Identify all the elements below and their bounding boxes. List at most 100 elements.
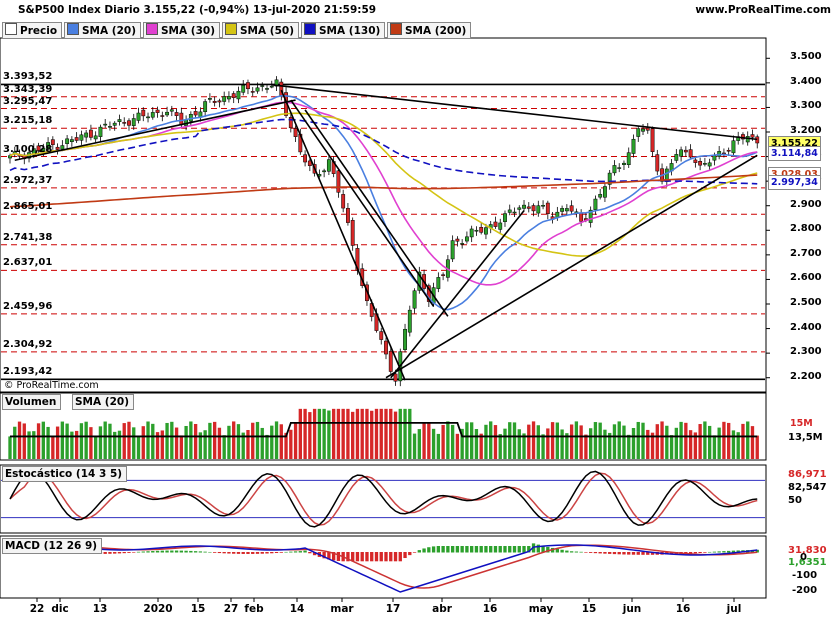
macd-histogram-bar: [146, 551, 150, 553]
volume-bar: [89, 427, 93, 459]
macd-histogram-bar: [155, 550, 160, 553]
macd-histogram-bar: [450, 546, 455, 553]
volume-bar: [160, 430, 164, 459]
volume-bar: [255, 421, 260, 459]
trend-line: [14, 99, 296, 162]
candle-body: [636, 128, 641, 137]
candle-body: [479, 227, 484, 233]
volume-bar: [8, 436, 12, 459]
volume-bar: [455, 433, 460, 459]
volume-bar: [360, 408, 364, 459]
trend-line: [304, 109, 449, 317]
candle-body: [603, 186, 607, 198]
macd-histogram-bar: [408, 552, 412, 556]
y-tick-label: 2.200: [790, 370, 822, 382]
candle-body: [231, 93, 236, 98]
volume-bar: [36, 423, 41, 459]
macd-histogram-bar: [646, 552, 650, 555]
candle-body: [112, 122, 117, 126]
x-tick-label: mar: [330, 603, 354, 615]
macd-histogram-bar: [279, 552, 283, 553]
candle-body: [541, 204, 545, 207]
volume-bar: [417, 429, 421, 459]
macd-histogram-bar: [151, 551, 155, 553]
volume-bar: [208, 422, 212, 459]
macd-histogram-bar: [669, 552, 674, 555]
candle-body: [731, 140, 736, 154]
macd-histogram-bar: [236, 552, 241, 554]
candle-body: [60, 145, 65, 150]
macd-legend: MACD (12 26 9): [2, 538, 103, 554]
macd-histogram-bar: [650, 552, 655, 555]
x-tick-label: jul: [726, 603, 742, 615]
macd-histogram-bar: [208, 551, 212, 553]
macd-histogram-bar: [479, 546, 483, 553]
macd-histogram-bar: [227, 552, 231, 554]
volume-bar: [136, 435, 141, 459]
candle-body: [569, 205, 574, 212]
macd-histogram-bar: [489, 546, 493, 553]
candle-body: [236, 90, 241, 100]
chart-title: S&P500 Index Diario 3.155,22 (-0,94%) 13…: [18, 4, 377, 16]
x-tick-label: 27: [223, 603, 239, 615]
macd-histogram-bar: [560, 549, 564, 553]
candle-body: [384, 340, 388, 355]
volume-bar: [113, 431, 117, 459]
macd-histogram-bar: [351, 552, 355, 562]
macd-histogram-bar: [446, 546, 450, 553]
volume-bar: [493, 425, 498, 459]
macd-histogram-bar: [693, 552, 698, 554]
volume-bar: [727, 422, 731, 459]
volume-bar: [41, 421, 45, 459]
volume-bar: [393, 411, 398, 459]
candle-body: [564, 208, 569, 212]
legend-swatch: [390, 23, 402, 35]
macd-histogram-bar: [246, 552, 250, 554]
candle-body: [560, 208, 565, 212]
y-tick-label: 2.300: [790, 346, 822, 358]
title-bar: S&P500 Index Diario 3.155,22 (-0,94%) 13…: [0, 0, 835, 22]
level-label: 3.343,39: [3, 83, 53, 95]
candle-body: [336, 170, 341, 193]
volume-bar: [170, 421, 174, 459]
volume-bar: [317, 408, 322, 459]
macd-histogram-bar: [289, 551, 293, 553]
volume-bar: [241, 432, 245, 459]
volume-bar: [117, 430, 122, 459]
candle-body: [93, 135, 98, 140]
level-label: 2.741,38: [3, 231, 53, 243]
stoch-value: 86,971: [788, 469, 827, 480]
macd-histogram-bar: [108, 552, 112, 554]
macd-histogram-bar: [498, 546, 502, 553]
volume-bar: [98, 426, 103, 459]
sma50-line: [9, 112, 758, 257]
candle-body: [726, 149, 731, 152]
level-label: 2.193,42: [3, 366, 53, 378]
volume-bar: [32, 431, 36, 459]
candle-body: [50, 139, 55, 145]
volume-bar: [427, 422, 431, 459]
volume-bar: [232, 421, 236, 459]
candle-body: [146, 116, 150, 119]
macd-histogram-bar: [179, 550, 184, 553]
volume-bar: [703, 421, 707, 459]
volume-bar: [165, 422, 169, 459]
macd-histogram-bar: [184, 550, 188, 553]
candle-body: [426, 285, 431, 302]
candle-body: [179, 112, 184, 126]
volume-bar: [260, 427, 264, 459]
candle-body: [379, 331, 384, 340]
level-label: 2.972,37: [3, 174, 53, 186]
candle-body: [98, 126, 103, 137]
candle-body: [441, 274, 446, 276]
macd-histogram-bar: [122, 552, 126, 554]
macd-histogram-bar: [165, 550, 169, 553]
candle-body: [127, 120, 131, 126]
volume-bar: [355, 408, 360, 459]
macd-histogram-bar: [117, 552, 122, 554]
macd-histogram-bar: [755, 549, 759, 553]
volume-bar: [293, 422, 298, 459]
macd-histogram-bar: [608, 552, 612, 554]
candle-body: [388, 350, 393, 372]
candle-body: [174, 112, 179, 116]
